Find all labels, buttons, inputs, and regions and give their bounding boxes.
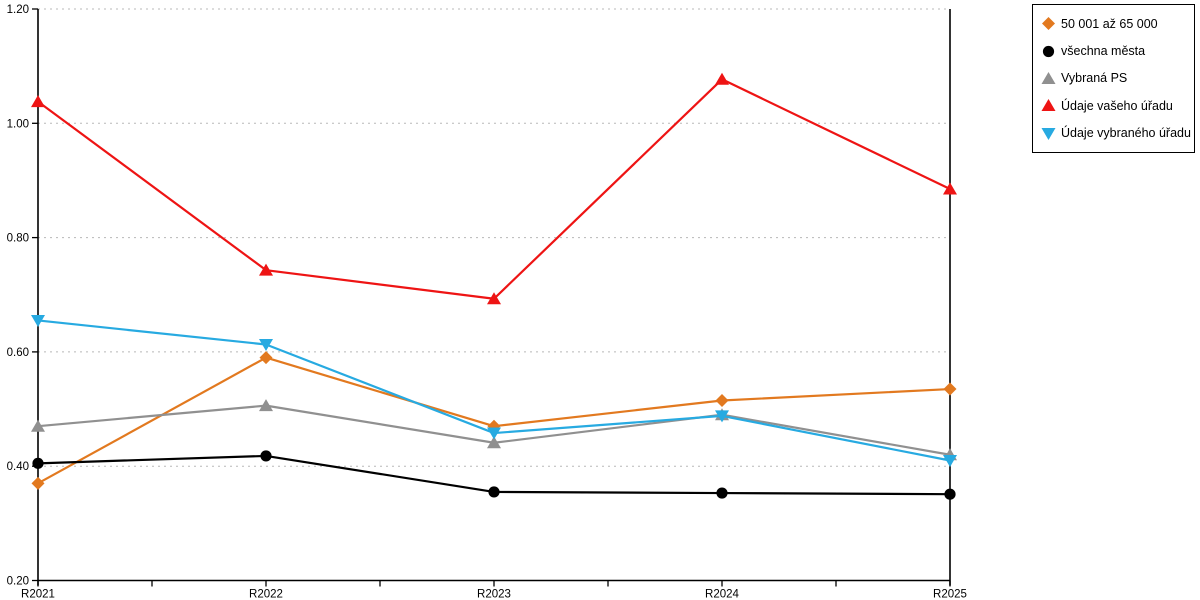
series-marker-circle-icon: [944, 488, 956, 500]
y-tick-label: 0.20: [7, 576, 29, 588]
series-marker-circle-icon: [260, 450, 272, 462]
series-marker-circle-icon: [716, 487, 728, 499]
series-marker-diamond-icon: [259, 351, 273, 365]
legend-item: 50 001 až 65 000: [1041, 16, 1194, 31]
legend-marker-diamond-icon: [1042, 17, 1055, 31]
y-tick-label: 1.20: [7, 4, 29, 16]
series-marker-triangle-down-icon: [259, 338, 273, 351]
series-marker-diamond-icon: [943, 382, 957, 396]
series-marker-triangle-up-icon: [259, 263, 273, 276]
y-tick-label: 0.80: [7, 233, 29, 245]
legend-label: všechna města: [1061, 44, 1146, 59]
series-marker-triangle-down-icon: [487, 427, 501, 440]
series-marker-circle-icon: [488, 486, 500, 498]
legend-item: Údaje vašeho úřadu: [1041, 98, 1194, 113]
series-marker-triangle-up-icon: [259, 399, 273, 412]
series-marker-diamond-icon: [31, 476, 45, 490]
series-marker-triangle-down-icon: [715, 410, 729, 423]
legend-marker-triangle-up-icon: [1041, 99, 1056, 112]
series-marker-triangle-up-icon: [487, 436, 501, 449]
legend-marker-triangle-up-icon: [1041, 71, 1056, 84]
series-marker-triangle-up-icon: [31, 95, 45, 108]
legend-label: 50 001 až 65 000: [1061, 16, 1158, 31]
series-marker-circle-icon: [32, 457, 44, 469]
y-tick-label: 0.60: [7, 347, 29, 359]
y-tick-label: 1.00: [7, 118, 29, 130]
legend-label: Vybraná PS: [1061, 71, 1128, 86]
series-marker-diamond-icon: [715, 393, 729, 407]
x-tick-label: R2023: [477, 589, 511, 600]
series-marker-triangle-up-icon: [943, 182, 957, 195]
x-tick-label: R2022: [249, 589, 283, 600]
series-marker-triangle-up-icon: [487, 292, 501, 305]
y-tick-label: 0.40: [7, 461, 29, 473]
legend-item: Vybraná PS: [1041, 71, 1194, 86]
series-marker-triangle-down-icon: [31, 314, 45, 327]
x-tick-label: R2021: [21, 589, 55, 600]
series-line: [37, 78, 951, 300]
legend-label: Údaje vašeho úřadu: [1061, 98, 1173, 113]
legend: 50 001 až 65 000 všechna města Vybraná PS Ú…: [1032, 4, 1195, 153]
legend-item: všechna města: [1041, 44, 1194, 59]
series-marker-triangle-up-icon: [715, 72, 729, 85]
x-tick-label: R2024: [705, 589, 739, 600]
legend-label: Údaje vybraného úřadu: [1061, 126, 1191, 141]
legend-marker-triangle-down-icon: [1041, 127, 1056, 140]
legend-marker-circle-icon: [1042, 45, 1055, 57]
series-marker-triangle-down-icon: [943, 454, 957, 467]
legend-item: Údaje vybraného úřadu: [1041, 126, 1194, 141]
x-tick-label: R2025: [933, 589, 967, 600]
series-marker-triangle-up-icon: [31, 419, 45, 432]
